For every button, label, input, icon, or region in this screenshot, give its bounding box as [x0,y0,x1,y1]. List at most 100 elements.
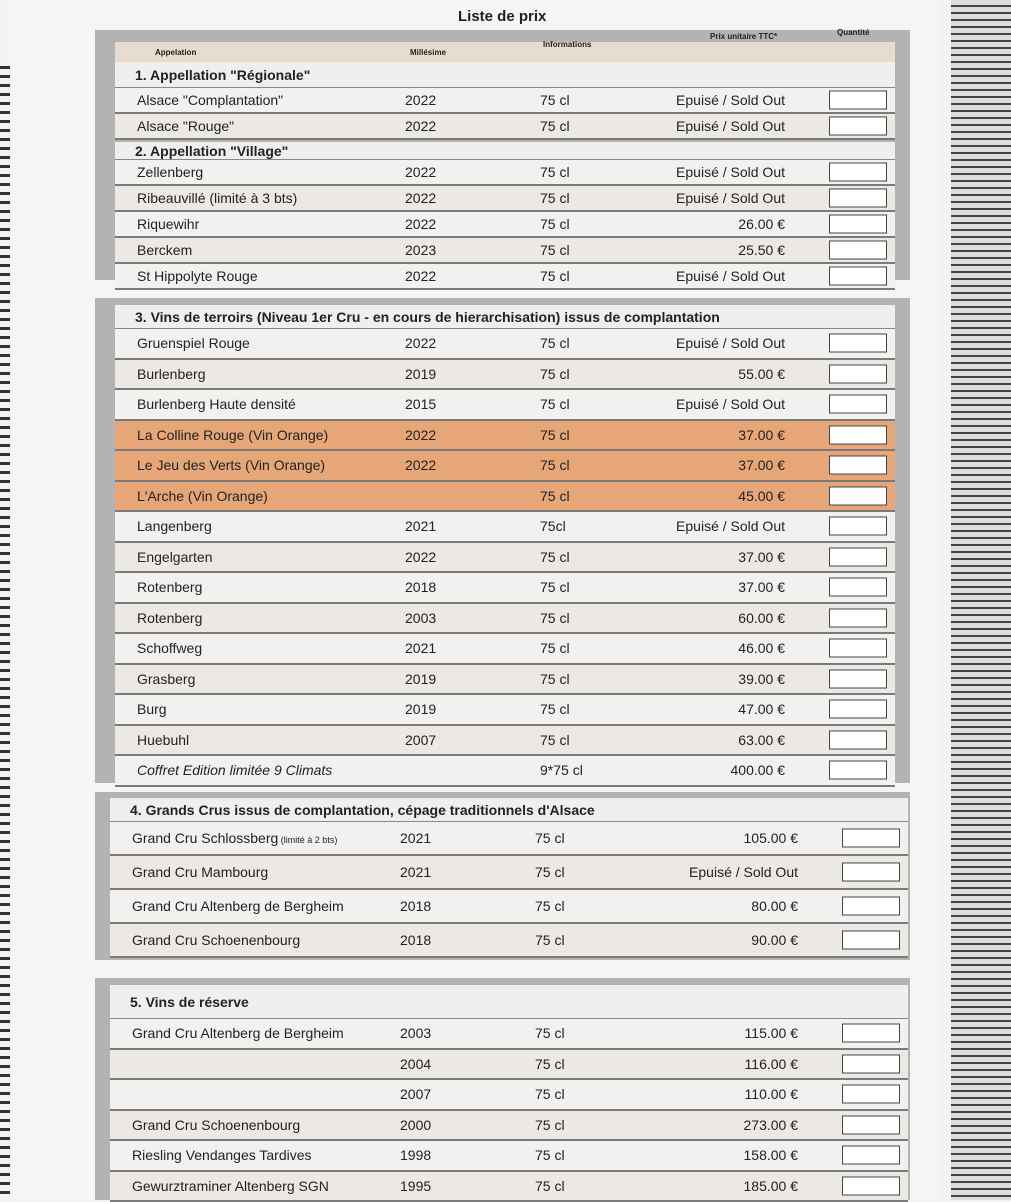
bottle-size: 75 cl [535,932,565,948]
quantity-input[interactable] [829,639,887,658]
quantity-input[interactable] [842,897,900,916]
unit-price: 90.00 € [751,932,798,948]
quantity-input[interactable] [829,517,887,536]
quantity-input[interactable] [829,761,887,780]
unit-price: 46.00 € [738,640,785,656]
unit-price: 37.00 € [738,579,785,595]
quantity-input[interactable] [829,91,887,110]
bottle-size: 75 cl [540,216,570,232]
quantity-input[interactable] [829,364,887,383]
bottle-size: 75 cl [540,190,570,206]
bottle-size: 75 cl [540,610,570,626]
unit-price: 37.00 € [738,549,785,565]
wine-name: Grand Cru Altenberg de Bergheim [132,898,344,914]
quantity-input[interactable] [842,863,900,882]
quantity-input[interactable] [842,829,900,848]
quantity-input[interactable] [829,730,887,749]
table-row: Grand Cru Schlossberg (limité à 2 bts)20… [110,822,908,856]
quantity-input[interactable] [829,117,887,136]
bottle-size: 75 cl [535,830,565,846]
bottle-size: 75 cl [535,1056,565,1072]
quantity-input[interactable] [829,189,887,208]
quantity-input[interactable] [829,267,887,286]
unit-price: 400.00 € [731,762,786,778]
unit-price: Epuisé / Sold Out [676,164,785,180]
wine-name: Alsace "Rouge" [137,118,234,134]
wine-name: Burlenberg Haute densité [137,396,296,412]
bottle-size: 75 cl [540,579,570,595]
wine-name: Gruenspiel Rouge [137,335,250,351]
wine-name: Schoffweg [137,640,202,656]
bottle-size: 75 cl [540,268,570,284]
wine-name: Langenberg [137,518,212,534]
bottle-size: 75 cl [535,898,565,914]
column-headers: Appelation Millésime Informations Prix u… [115,42,895,62]
vintage: 2004 [400,1056,431,1072]
unit-price: 63.00 € [738,732,785,748]
vintage: 1995 [400,1178,431,1194]
quantity-input[interactable] [842,1054,900,1073]
vintage: 2003 [400,1025,431,1041]
bottle-size: 75 cl [540,427,570,443]
col-quantite: Quantité [837,28,869,37]
vintage: 2021 [405,518,436,534]
quantity-input[interactable] [842,1146,900,1165]
bottle-size: 75 cl [535,1178,565,1194]
unit-price: Epuisé / Sold Out [689,864,798,880]
bottle-size: 75 cl [535,1147,565,1163]
quantity-input[interactable] [829,456,887,475]
quantity-input[interactable] [842,1024,900,1043]
vintage: 2022 [405,216,436,232]
unit-price: Epuisé / Sold Out [676,190,785,206]
section-rows: Grand Cru Schlossberg (limité à 2 bts)20… [110,822,908,958]
unit-price: 158.00 € [744,1147,799,1163]
quantity-input[interactable] [842,1176,900,1195]
quantity-input[interactable] [829,334,887,353]
quantity-input[interactable] [829,608,887,627]
vintage: 1998 [400,1147,431,1163]
quantity-input[interactable] [829,547,887,566]
quantity-input[interactable] [842,931,900,950]
bottle-size: 75 cl [540,396,570,412]
unit-price: 80.00 € [751,898,798,914]
wine-name: Engelgarten [137,549,213,565]
unit-price: 37.00 € [738,427,785,443]
section-title: 2. Appellation "Village" [115,142,895,160]
quantity-input[interactable] [829,215,887,234]
quantity-input[interactable] [829,486,887,505]
bottle-size: 75cl [540,518,566,534]
col-prix: Prix unitaire TTC* [710,32,777,41]
vintage: 2018 [405,579,436,595]
wine-name: L'Arche (Vin Orange) [137,488,268,504]
quantity-input[interactable] [842,1085,900,1104]
section-title: 4. Grands Crus issus de complantation, c… [110,798,908,822]
quantity-input[interactable] [829,578,887,597]
vintage: 2019 [405,701,436,717]
vintage: 2021 [400,864,431,880]
page-title: Liste de prix [458,8,546,25]
unit-price: 110.00 € [745,1086,798,1102]
quantity-input[interactable] [829,425,887,444]
unit-price: Epuisé / Sold Out [676,268,785,284]
quantity-input[interactable] [829,241,887,260]
quantity-input[interactable] [829,669,887,688]
quantity-input[interactable] [829,395,887,414]
quantity-input[interactable] [829,700,887,719]
quantity-input[interactable] [842,1115,900,1134]
wine-name: Huebuhl [137,732,189,748]
quantity-input[interactable] [829,163,887,182]
